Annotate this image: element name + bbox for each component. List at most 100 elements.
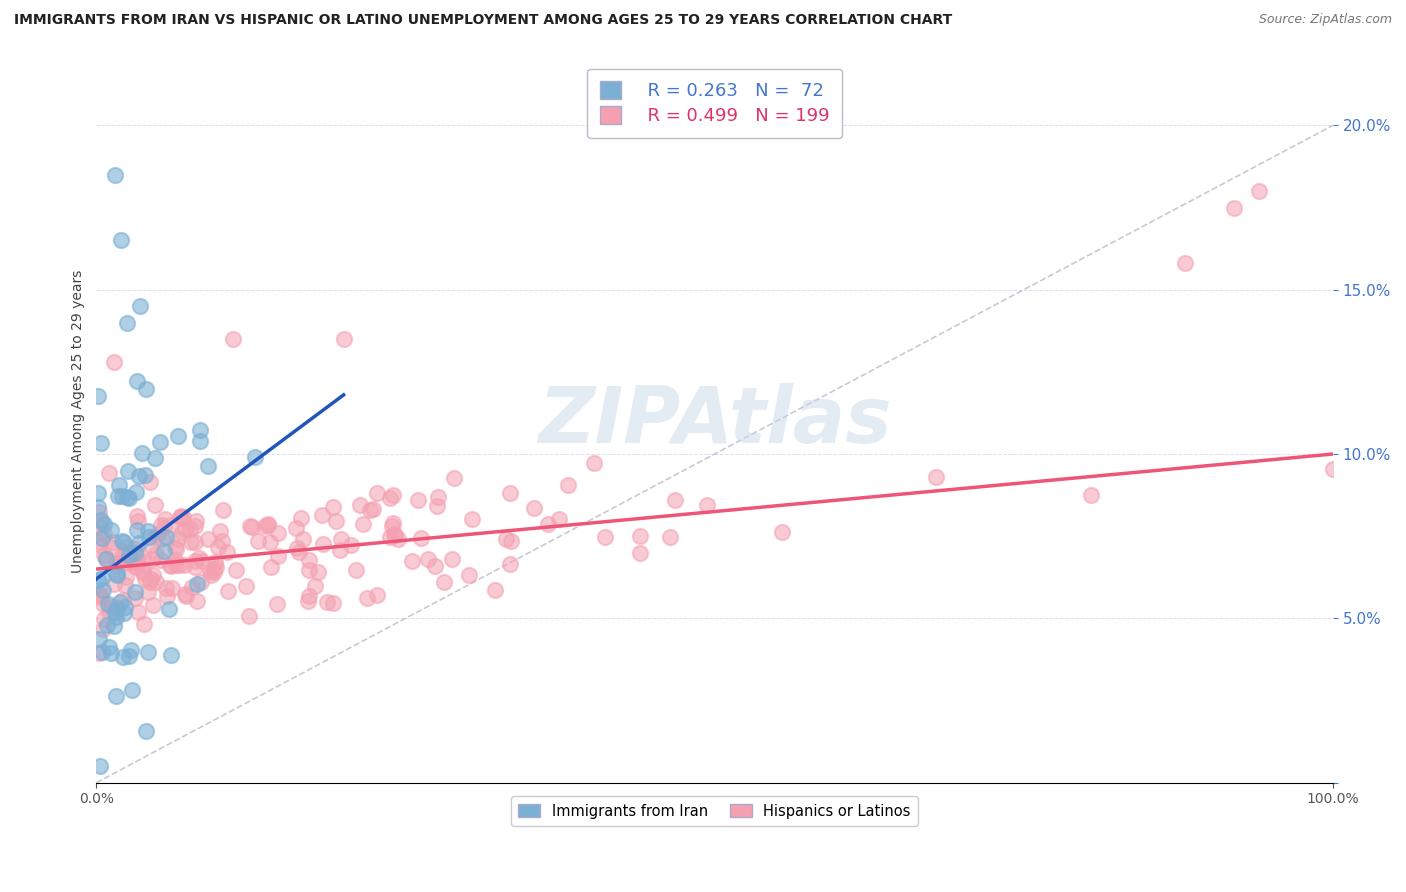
Point <box>359 503 381 517</box>
Point <box>290 510 312 524</box>
Point <box>91 645 114 659</box>
Point <box>150 553 173 567</box>
Point <box>378 530 401 544</box>
Point <box>135 723 157 738</box>
Point <box>184 514 207 528</box>
Point <box>208 524 231 538</box>
Point <box>291 532 314 546</box>
Point <box>304 579 326 593</box>
Point <box>254 519 277 533</box>
Point <box>111 534 134 549</box>
Point <box>103 619 125 633</box>
Point <box>87 535 110 549</box>
Point <box>89 519 111 533</box>
Point <box>124 546 146 560</box>
Point <box>89 538 111 552</box>
Point <box>142 599 165 613</box>
Point <box>285 541 308 556</box>
Point <box>86 486 108 500</box>
Point <box>118 549 141 563</box>
Point <box>93 527 115 541</box>
Point <box>325 514 347 528</box>
Point <box>138 575 160 590</box>
Point <box>401 554 423 568</box>
Point <box>107 489 129 503</box>
Point <box>484 583 506 598</box>
Point <box>91 571 114 585</box>
Point <box>190 574 212 589</box>
Point <box>142 567 165 582</box>
Point <box>127 549 149 564</box>
Y-axis label: Unemployment Among Ages 25 to 29 years: Unemployment Among Ages 25 to 29 years <box>72 269 86 573</box>
Point <box>197 533 219 547</box>
Point <box>204 556 226 570</box>
Point <box>104 689 127 703</box>
Point <box>316 595 339 609</box>
Point <box>188 551 211 566</box>
Point <box>96 551 118 566</box>
Point <box>134 467 156 482</box>
Point <box>115 541 138 555</box>
Point <box>167 558 190 573</box>
Point <box>329 543 352 558</box>
Point <box>169 510 191 524</box>
Point <box>344 563 367 577</box>
Point <box>548 512 571 526</box>
Point <box>124 559 146 574</box>
Point <box>117 490 139 504</box>
Point <box>211 534 233 549</box>
Point <box>157 601 180 615</box>
Point <box>925 469 948 483</box>
Point <box>87 505 110 519</box>
Point <box>180 535 202 549</box>
Point <box>378 491 401 505</box>
Point <box>593 530 616 544</box>
Point <box>89 591 111 605</box>
Point <box>1173 256 1195 270</box>
Point <box>138 475 160 489</box>
Point <box>86 500 108 514</box>
Point <box>285 520 308 534</box>
Point <box>145 548 167 562</box>
Point <box>170 509 193 524</box>
Point <box>322 500 344 515</box>
Point <box>150 533 173 547</box>
Point <box>166 429 188 443</box>
Point <box>93 517 115 532</box>
Point <box>131 446 153 460</box>
Point <box>159 517 181 532</box>
Point <box>111 489 134 503</box>
Point <box>124 585 146 599</box>
Point <box>139 572 162 586</box>
Point <box>173 558 195 572</box>
Point <box>135 382 157 396</box>
Point <box>659 530 682 544</box>
Point <box>165 558 187 573</box>
Point <box>186 577 208 591</box>
Point <box>202 562 225 576</box>
Point <box>125 523 148 537</box>
Point <box>93 612 115 626</box>
Point <box>132 566 155 580</box>
Point <box>87 646 110 660</box>
Point <box>696 498 718 512</box>
Point <box>217 583 239 598</box>
Point <box>145 574 167 589</box>
Point <box>103 534 125 549</box>
Point <box>433 574 456 589</box>
Point <box>628 529 651 543</box>
Point <box>141 551 163 566</box>
Point <box>266 526 288 541</box>
Point <box>103 576 125 591</box>
Point <box>105 558 128 573</box>
Point <box>146 526 169 541</box>
Point <box>155 581 177 595</box>
Point <box>387 532 409 546</box>
Point <box>159 558 181 572</box>
Point <box>127 514 149 528</box>
Point <box>90 588 112 602</box>
Text: ZIPAtlas: ZIPAtlas <box>538 384 891 459</box>
Point <box>87 587 110 601</box>
Point <box>104 605 127 619</box>
Point <box>124 552 146 566</box>
